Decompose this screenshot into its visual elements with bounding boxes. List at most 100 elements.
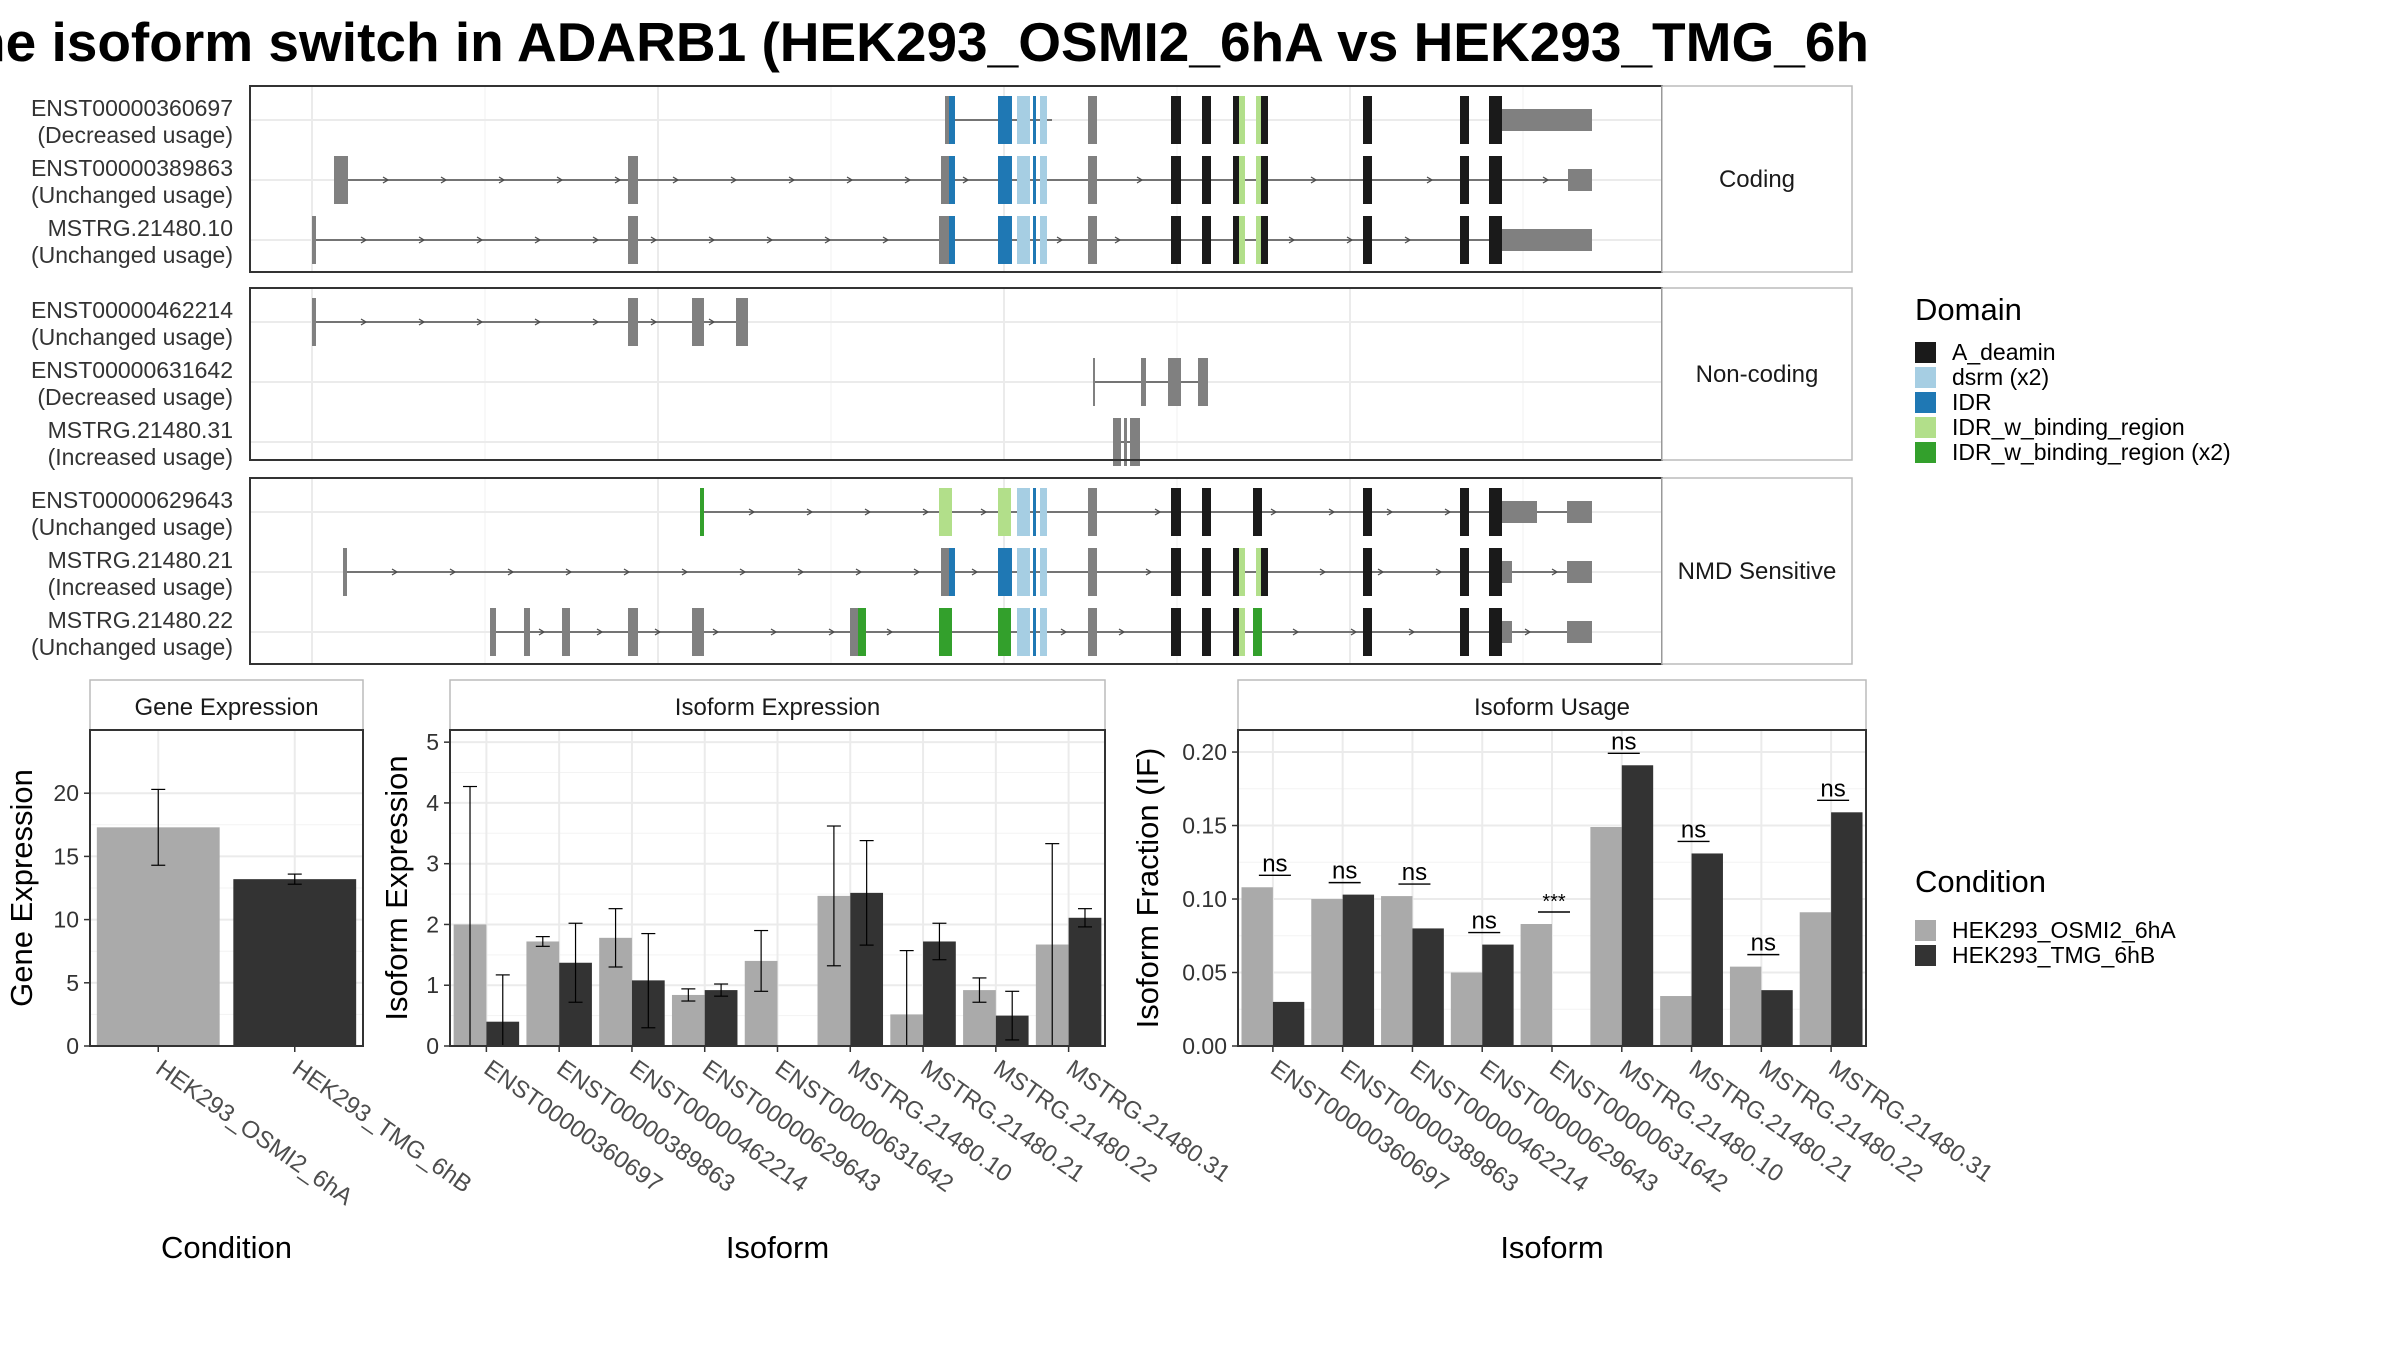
exon-block [1502, 229, 1508, 251]
bar [1241, 887, 1273, 1046]
domain-block [1017, 488, 1030, 536]
domain-block [949, 216, 955, 264]
exon-block [1141, 358, 1146, 406]
exon-block [1088, 548, 1097, 596]
intron-arrow [534, 318, 542, 326]
legend-swatch [1915, 945, 1936, 966]
domain-block [1040, 216, 1047, 264]
intron-arrow [654, 628, 662, 636]
bar [1450, 972, 1483, 1046]
intron-arrow [476, 318, 484, 326]
domain-block [1460, 216, 1469, 264]
domain-block [949, 156, 955, 204]
bar [233, 879, 357, 1046]
bar [1412, 928, 1444, 1046]
domain-block [1261, 216, 1268, 264]
plot-border [89, 729, 364, 1047]
y-tick-label: 0 [66, 1033, 79, 1059]
exon-block [1088, 488, 1097, 536]
significance-label: ns [1262, 850, 1287, 877]
legend-label: HEK293_TMG_6hB [1952, 942, 2155, 968]
domain-block [1233, 216, 1239, 264]
intron-arrow [1408, 628, 1416, 636]
domain-block [1040, 156, 1047, 204]
intron-arrow [681, 568, 689, 576]
domain-block [1017, 216, 1030, 264]
intron-arrow [476, 236, 484, 244]
domain-block [1239, 156, 1245, 204]
domain-block [998, 216, 1012, 264]
transcript-usage: (Unchanged usage) [31, 514, 233, 540]
y-tick-label: 2 [426, 911, 439, 937]
y-axis-title: Gene Expression [4, 769, 39, 1007]
significance-label: ns [1820, 775, 1845, 802]
domain-block [1489, 548, 1502, 596]
legend-swatch [1915, 920, 1936, 941]
transcript-label: MSTRG.21480.22 [48, 607, 233, 633]
exon-block [628, 608, 638, 656]
intron-arrow [864, 508, 872, 516]
bar [526, 941, 560, 1046]
domain-block [1363, 156, 1372, 204]
panel-strip-label: Isoform Usage [1474, 694, 1630, 721]
exon-block [941, 156, 950, 204]
intron-arrow [360, 318, 368, 326]
intron-arrow [913, 568, 921, 576]
domain-block [1040, 96, 1047, 144]
domain-block [1033, 216, 1036, 264]
domain-block [1233, 156, 1239, 204]
domain-block [1489, 156, 1502, 204]
intron-arrow [1404, 236, 1412, 244]
intron-arrow [418, 318, 426, 326]
facet-strip-label: NMD Sensitive [1678, 558, 1837, 585]
significance-label: ns [1611, 728, 1636, 755]
intron-arrow [806, 508, 814, 516]
domain-block [1460, 488, 1469, 536]
exon-block [312, 298, 316, 346]
domain-block [1171, 156, 1181, 204]
y-tick-label: 1 [426, 972, 439, 998]
domain-block [1363, 216, 1372, 264]
bar [1729, 966, 1762, 1046]
intron-arrow [507, 568, 515, 576]
intron-arrow [650, 236, 658, 244]
intron-arrow [828, 628, 836, 636]
intron-arrow [1435, 568, 1443, 576]
transcript-usage: (Unchanged usage) [31, 182, 233, 208]
intron-arrow [672, 176, 680, 184]
exon-block [1508, 501, 1537, 523]
exon-block [312, 216, 316, 264]
transcript-label: ENST00000389863 [31, 155, 233, 181]
bar [1590, 827, 1622, 1046]
legend-label: A_deamin [1952, 339, 2056, 365]
bar [1342, 894, 1375, 1046]
legend-label: IDR [1952, 389, 1992, 415]
facet-strip-label: Coding [1719, 166, 1795, 193]
domain-block [949, 96, 955, 144]
domain-block [1256, 96, 1261, 144]
domain-block [1460, 156, 1469, 204]
intron-arrow [1114, 236, 1122, 244]
transcript-label: ENST00000462214 [31, 297, 233, 323]
domain-block [1202, 548, 1211, 596]
domain-block [1202, 608, 1211, 656]
exon-block [945, 96, 950, 144]
intron-arrow [922, 508, 930, 516]
domain-block [1171, 548, 1181, 596]
exon-block [343, 548, 347, 596]
domain-block [1033, 548, 1036, 596]
intron-arrow [440, 176, 448, 184]
domain-block [998, 548, 1012, 596]
facet-strip [1661, 85, 1853, 273]
y-tick-label: 15 [53, 843, 79, 869]
intron-arrow [1444, 508, 1452, 516]
y-tick-label: 0.20 [1182, 739, 1227, 765]
intron-arrow [534, 236, 542, 244]
exon-block [1113, 418, 1121, 466]
intron-arrow [1056, 236, 1064, 244]
domain-block [1363, 548, 1372, 596]
exon-block [1093, 358, 1095, 406]
domain-block [700, 488, 704, 536]
intron-arrow [1377, 568, 1385, 576]
